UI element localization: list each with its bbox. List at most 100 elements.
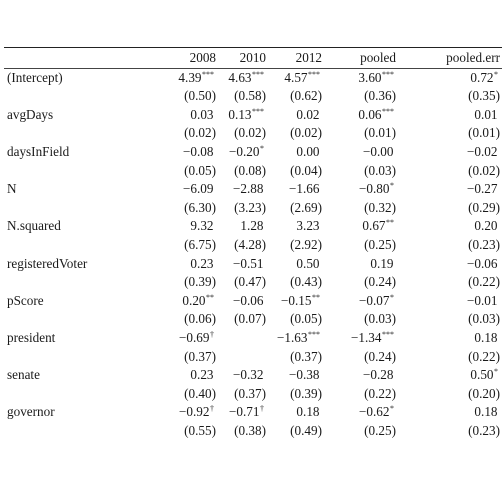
estimate-value: 4.39 — [178, 69, 202, 85]
estimate-value: −0.80 — [358, 181, 390, 197]
significance-marker: † — [210, 329, 214, 339]
estimate-cell-pooled-err: −0.01 — [398, 292, 502, 311]
estimate-cell-2010 — [218, 329, 268, 348]
estimate-cell-2008: 9.32 — [166, 217, 218, 236]
table-row: president −0.69† −1.63*** −1.34*** 0.18 — [4, 329, 502, 348]
estimate-value: 9.32 — [190, 218, 214, 234]
standard-error-cell-2012: (0.37) — [290, 348, 322, 364]
table-row-standard-error: (0.05) (0.08) (0.04) (0.03) (0.02) — [4, 162, 502, 181]
estimate-value: 0.06 — [358, 106, 382, 122]
standard-error-cell-2012: (0.02) — [290, 125, 322, 141]
estimate-cell-2012: 3.23 — [268, 217, 324, 236]
estimate-value: −0.51 — [232, 255, 264, 271]
standard-error-cell-2010: (3.23) — [234, 199, 266, 215]
standard-error-cell-2008: (6.75) — [184, 236, 216, 252]
row-label-blank — [4, 422, 166, 441]
estimate-cell-pooled: 0.67** — [324, 217, 398, 236]
row-label-blank — [4, 348, 166, 367]
estimate-value: −0.32 — [232, 367, 264, 383]
standard-error-cell-2010: (0.37) — [234, 385, 266, 401]
estimate-cell-pooled-err: 0.20 — [398, 217, 502, 236]
estimate-value: 3.23 — [296, 218, 320, 234]
estimate-cell-pooled-err: 0.01 — [398, 106, 502, 125]
table-row: registeredVoter 0.23 −0.51 0.50 0.19 −0.06 — [4, 255, 502, 274]
row-label-blank — [4, 199, 166, 218]
standard-error-cell-2008: (0.05) — [184, 162, 216, 178]
table-row-standard-error: (0.06) (0.07) (0.05) (0.03) (0.03) — [4, 310, 502, 329]
estimate-cell-2012: 0.02 — [268, 106, 324, 125]
standard-error-cell-2010: (0.08) — [234, 162, 266, 178]
estimate-value: 0.18 — [474, 404, 498, 420]
standard-error-cell-pooled-err: (0.01) — [468, 125, 500, 141]
estimate-value: 0.01 — [474, 106, 498, 122]
estimate-value: 0.23 — [190, 367, 214, 383]
significance-marker: * — [390, 181, 394, 191]
table-row-standard-error: (6.75) (4.28) (2.92) (0.25) (0.23) — [4, 236, 502, 255]
estimate-cell-pooled-err: 0.18 — [398, 403, 502, 422]
row-label: senate — [7, 367, 40, 383]
standard-error-cell-pooled-err: (0.03) — [468, 311, 500, 327]
standard-error-cell-pooled: (0.32) — [364, 199, 396, 215]
row-label: N.squared — [7, 218, 61, 234]
row-label: (Intercept) — [7, 69, 63, 85]
estimate-value: 0.18 — [474, 329, 498, 345]
estimate-cell-pooled: −0.62* — [324, 403, 398, 422]
estimate-value: 0.20 — [474, 218, 498, 234]
significance-marker: * — [260, 143, 264, 153]
row-label: N — [7, 181, 17, 197]
table-row: daysInField −0.08 −0.20* 0.00 −0.00 −0.02 — [4, 143, 502, 162]
estimate-value: −2.88 — [232, 181, 264, 197]
estimate-cell-pooled: −0.80* — [324, 180, 398, 199]
estimate-cell-2010: 4.63*** — [218, 68, 268, 87]
estimate-cell-2012: −1.66 — [268, 180, 324, 199]
estimate-cell-2010: −0.06 — [218, 292, 268, 311]
estimate-cell-2008: 4.39*** — [166, 68, 218, 87]
estimate-cell-2008: 0.23 — [166, 366, 218, 385]
standard-error-cell-pooled: (0.22) — [364, 385, 396, 401]
estimate-value: 0.50 — [470, 367, 494, 383]
estimate-cell-pooled: −0.07* — [324, 292, 398, 311]
estimate-value: −0.06 — [232, 292, 264, 308]
standard-error-cell-2012: (0.05) — [290, 311, 322, 327]
standard-error-cell-2008: (0.40) — [184, 385, 216, 401]
estimate-value: 0.72 — [470, 69, 494, 85]
significance-marker: * — [494, 367, 498, 377]
standard-error-cell-2012: (0.49) — [290, 422, 322, 438]
table-header-row: 2008 2010 2012 pooled pooled.err — [4, 47, 502, 69]
column-header-pooled: pooled — [324, 47, 398, 69]
significance-marker: ** — [312, 292, 320, 302]
row-label-blank — [4, 310, 166, 329]
standard-error-cell-pooled-err: (0.22) — [468, 348, 500, 364]
estimate-cell-2012: 0.18 — [268, 403, 324, 422]
standard-error-cell-2012: (0.04) — [290, 162, 322, 178]
estimate-cell-pooled: −0.00 — [324, 143, 398, 162]
standard-error-cell-pooled-err: (0.23) — [468, 422, 500, 438]
table-row-standard-error: (6.30) (3.23) (2.69) (0.32) (0.29) — [4, 199, 502, 218]
standard-error-cell-2012: (0.62) — [290, 88, 322, 104]
table-row-standard-error: (0.02) (0.02) (0.02) (0.01) (0.01) — [4, 124, 502, 143]
significance-marker: * — [390, 404, 394, 414]
estimate-value: −0.28 — [362, 367, 394, 383]
estimate-value: −0.06 — [466, 255, 498, 271]
estimate-value: −0.71 — [228, 404, 260, 420]
estimate-value: −0.02 — [466, 143, 498, 159]
estimate-cell-2008: −0.69† — [166, 329, 218, 348]
row-label-blank — [4, 385, 166, 404]
estimate-value: −6.09 — [182, 181, 214, 197]
significance-marker: * — [390, 292, 394, 302]
row-label: avgDays — [7, 106, 54, 122]
significance-marker: ** — [386, 218, 394, 228]
estimate-cell-pooled-err: −0.27 — [398, 180, 502, 199]
estimate-value: −0.69 — [178, 329, 210, 345]
significance-marker: † — [260, 404, 264, 414]
table-row: N.squared 9.32 1.28 3.23 0.67** 0.20 — [4, 217, 502, 236]
estimate-cell-pooled-err: −0.06 — [398, 255, 502, 274]
row-label: daysInField — [7, 143, 70, 159]
estimate-value: 0.03 — [190, 106, 214, 122]
estimate-value: 0.02 — [296, 106, 320, 122]
estimate-cell-pooled-err: −0.02 — [398, 143, 502, 162]
row-label: pScore — [7, 292, 44, 308]
estimate-cell-pooled-err: 0.50* — [398, 366, 502, 385]
standard-error-cell-2008: (0.39) — [184, 274, 216, 290]
